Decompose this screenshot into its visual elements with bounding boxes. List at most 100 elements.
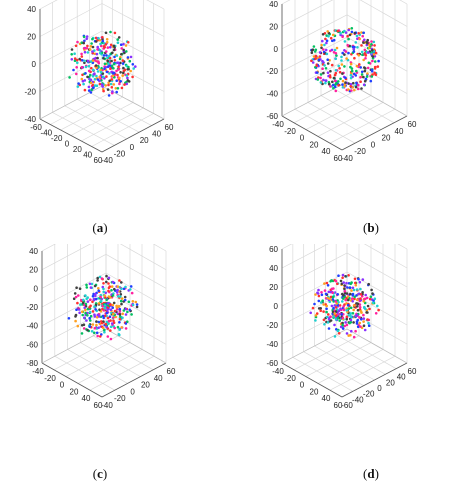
scatter-point <box>128 59 132 63</box>
z-tick-label: 20 <box>27 33 36 42</box>
scatter-point <box>111 74 115 78</box>
z-tick-label: 40 <box>269 264 278 273</box>
scatter-point <box>358 321 362 325</box>
scatter-point <box>323 289 327 292</box>
scatter-point <box>89 319 92 322</box>
scatter-point <box>110 289 113 292</box>
z-tick-label: 40 <box>29 247 38 256</box>
scatter-point <box>97 326 100 330</box>
y-tick-label: -20 <box>284 374 296 383</box>
y-tick-label: 40 <box>322 147 331 156</box>
scatter-point <box>370 75 374 78</box>
scatter-points <box>309 273 380 339</box>
scatter-point <box>362 324 366 327</box>
scatter-point <box>113 59 117 62</box>
scatter-point <box>104 84 107 87</box>
scatter-point <box>108 56 112 60</box>
scatter-point <box>322 310 325 313</box>
caption-b: (b) <box>363 220 379 235</box>
scatter-point <box>360 50 364 54</box>
y-tick-label: 60 <box>334 154 343 163</box>
scatter-point <box>113 309 117 313</box>
scatter-point <box>109 43 113 47</box>
scatter-point <box>330 304 334 308</box>
scatter-point <box>87 69 91 73</box>
scatter-point <box>82 298 85 302</box>
scatter-point <box>72 297 76 300</box>
scatter-point <box>374 312 378 315</box>
scatter-point <box>91 83 95 87</box>
scatter-point <box>108 285 111 288</box>
scatter-point <box>329 295 333 299</box>
z-tick-label: -60 <box>266 359 278 368</box>
scatter-point <box>346 34 349 38</box>
scatter-point <box>357 54 361 57</box>
scatter-point <box>115 79 118 82</box>
y-tick-label: -40 <box>41 129 53 138</box>
scatter-point <box>314 319 317 322</box>
scatter-point <box>94 292 97 296</box>
caption-d: (d) <box>363 466 379 481</box>
scatter-point <box>351 312 355 315</box>
scatter-point <box>313 302 316 306</box>
scatter-point <box>356 298 359 302</box>
scatter-point <box>101 72 105 75</box>
scatter-point <box>331 80 334 84</box>
scatter-point <box>344 275 347 278</box>
scatter-point <box>344 31 348 34</box>
scatter-point <box>321 299 324 302</box>
z-tick-label: -40 <box>266 90 278 99</box>
scatter-point <box>70 58 74 61</box>
scatter-point <box>347 274 350 277</box>
z-tick-label: -80 <box>26 359 38 368</box>
scatter-point <box>103 62 107 66</box>
scatter-point <box>334 69 338 72</box>
scatter-point <box>131 303 135 307</box>
scatter-point <box>104 322 108 326</box>
scatter-point <box>341 300 344 303</box>
scatter-point <box>324 81 327 85</box>
y-tick-label: 0 <box>65 140 70 149</box>
scatter-point <box>341 316 345 319</box>
scatter-point <box>107 81 110 85</box>
z-tick-label: -60 <box>26 340 38 349</box>
scatter-point <box>116 312 119 315</box>
scatter-point <box>333 323 336 327</box>
scatter-point <box>353 31 357 35</box>
scatter-point <box>102 290 105 294</box>
scatter-point <box>91 294 95 298</box>
z-tick-label: 0 <box>34 284 39 293</box>
scatter-point <box>343 85 346 88</box>
scatter-point <box>90 282 94 286</box>
scatter-point <box>95 52 99 56</box>
scatter-point <box>91 323 95 326</box>
scatter-point <box>118 82 121 86</box>
scatter-point <box>331 39 334 43</box>
scatter-point <box>355 34 359 38</box>
scatter-point <box>84 302 88 306</box>
scatter-point <box>377 308 380 312</box>
scatter-point <box>105 50 108 53</box>
scatter-point <box>319 73 323 76</box>
scatter-point <box>109 337 113 341</box>
scatter-point <box>83 50 87 54</box>
scatter-point <box>123 83 126 86</box>
z-tick-label: -20 <box>266 67 278 76</box>
scatter-point <box>366 311 369 314</box>
scatter-point <box>340 313 343 316</box>
scatter-point <box>327 82 331 86</box>
scatter-point <box>86 75 89 79</box>
scatter-point <box>355 69 358 73</box>
scatter-point <box>350 89 353 92</box>
scatter-point <box>354 329 357 333</box>
scatter-point <box>363 79 367 83</box>
scatter-point <box>106 306 110 309</box>
y-tick-label: -40 <box>32 367 44 376</box>
scatter-point <box>350 27 354 30</box>
scatter-point <box>341 273 345 277</box>
scatter-point <box>116 38 119 41</box>
scatter-point <box>82 35 86 39</box>
scatter-point <box>111 90 114 93</box>
scatter-point <box>333 85 337 89</box>
